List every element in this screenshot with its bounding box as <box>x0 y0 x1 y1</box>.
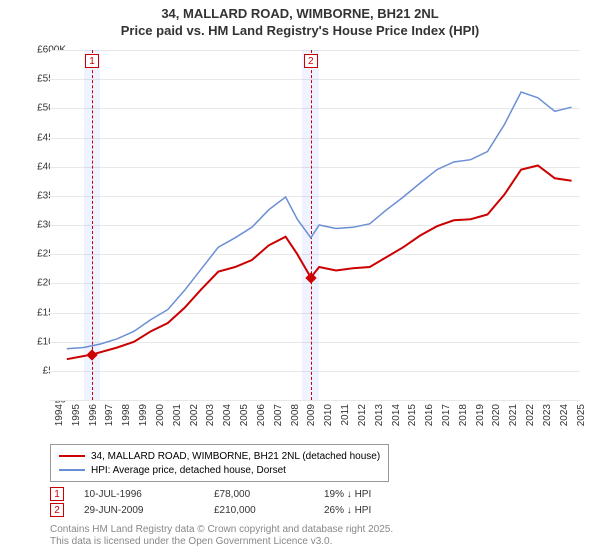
legend-item: 34, MALLARD ROAD, WIMBORNE, BH21 2NL (de… <box>59 449 380 463</box>
sale-point-price: £78,000 <box>214 489 304 500</box>
x-tick-label: 1998 <box>121 404 132 426</box>
legend-swatch <box>59 469 85 471</box>
x-tick-label: 2025 <box>576 404 587 426</box>
x-tick-label: 1997 <box>104 404 115 426</box>
sale-point-num: 2 <box>50 503 64 517</box>
x-tick-label: 2007 <box>273 404 284 426</box>
x-tick-label: 2018 <box>458 404 469 426</box>
x-tick-label: 2017 <box>441 404 452 426</box>
sale-point-row: 2 29-JUN-2009 £210,000 26% ↓ HPI <box>50 502 371 518</box>
legend-swatch <box>59 455 85 457</box>
chart-title: 34, MALLARD ROAD, WIMBORNE, BH21 2NL Pri… <box>0 0 600 40</box>
x-tick-label: 2022 <box>525 404 536 426</box>
x-tick-label: 2005 <box>239 404 250 426</box>
legend-label: HPI: Average price, detached house, Dors… <box>91 465 286 476</box>
x-tick-label: 2002 <box>189 404 200 426</box>
sale-point-row: 1 10-JUL-1996 £78,000 19% ↓ HPI <box>50 486 371 502</box>
x-tick-label: 2004 <box>222 404 233 426</box>
legend-label: 34, MALLARD ROAD, WIMBORNE, BH21 2NL (de… <box>91 451 380 462</box>
title-line2: Price paid vs. HM Land Registry's House … <box>0 23 600 40</box>
sale-point-date: 10-JUL-1996 <box>84 489 194 500</box>
footer-attribution: Contains HM Land Registry data © Crown c… <box>50 524 393 548</box>
sale-point-delta: 19% ↓ HPI <box>324 489 371 500</box>
x-tick-label: 2013 <box>374 404 385 426</box>
x-tick-label: 1999 <box>138 404 149 426</box>
footer-line1: Contains HM Land Registry data © Crown c… <box>50 524 393 536</box>
legend-item: HPI: Average price, detached house, Dors… <box>59 463 380 477</box>
sale-point-delta: 26% ↓ HPI <box>324 505 371 516</box>
x-tick-label: 2019 <box>475 404 486 426</box>
sale-points-table: 1 10-JUL-1996 £78,000 19% ↓ HPI 2 29-JUN-2009… <box>50 486 371 518</box>
x-tick-label: 2023 <box>542 404 553 426</box>
sale-point-price: £210,000 <box>214 505 304 516</box>
series-svg <box>50 50 580 400</box>
footer-line2: This data is licensed under the Open Gov… <box>50 536 393 548</box>
series-hpi <box>67 92 572 349</box>
sale-point-num: 1 <box>50 487 64 501</box>
legend: 34, MALLARD ROAD, WIMBORNE, BH21 2NL (de… <box>50 444 389 482</box>
x-tick-label: 2003 <box>205 404 216 426</box>
x-tick-label: 2014 <box>391 404 402 426</box>
x-tick-label: 2001 <box>172 404 183 426</box>
plot-area: 12 <box>50 50 580 400</box>
x-tick-label: 2020 <box>491 404 502 426</box>
x-tick-label: 2006 <box>256 404 267 426</box>
marker-callout: 1 <box>85 54 99 68</box>
x-tick-label: 2012 <box>357 404 368 426</box>
x-tick-label: 1996 <box>88 404 99 426</box>
x-tick-label: 2015 <box>407 404 418 426</box>
title-line1: 34, MALLARD ROAD, WIMBORNE, BH21 2NL <box>0 6 600 23</box>
x-tick-label: 1994 <box>54 404 65 426</box>
x-tick-label: 1995 <box>71 404 82 426</box>
x-tick-label: 2010 <box>323 404 334 426</box>
chart-container: 34, MALLARD ROAD, WIMBORNE, BH21 2NL Pri… <box>0 0 600 560</box>
x-tick-label: 2008 <box>290 404 301 426</box>
marker-callout: 2 <box>304 54 318 68</box>
x-tick-label: 2016 <box>424 404 435 426</box>
series-price_paid <box>67 166 572 360</box>
x-tick-label: 2000 <box>155 404 166 426</box>
sale-point-date: 29-JUN-2009 <box>84 505 194 516</box>
x-tick-label: 2021 <box>508 404 519 426</box>
x-tick-label: 2024 <box>559 404 570 426</box>
x-tick-label: 2011 <box>340 404 351 426</box>
gridline <box>50 400 580 401</box>
x-tick-label: 2009 <box>306 404 317 426</box>
